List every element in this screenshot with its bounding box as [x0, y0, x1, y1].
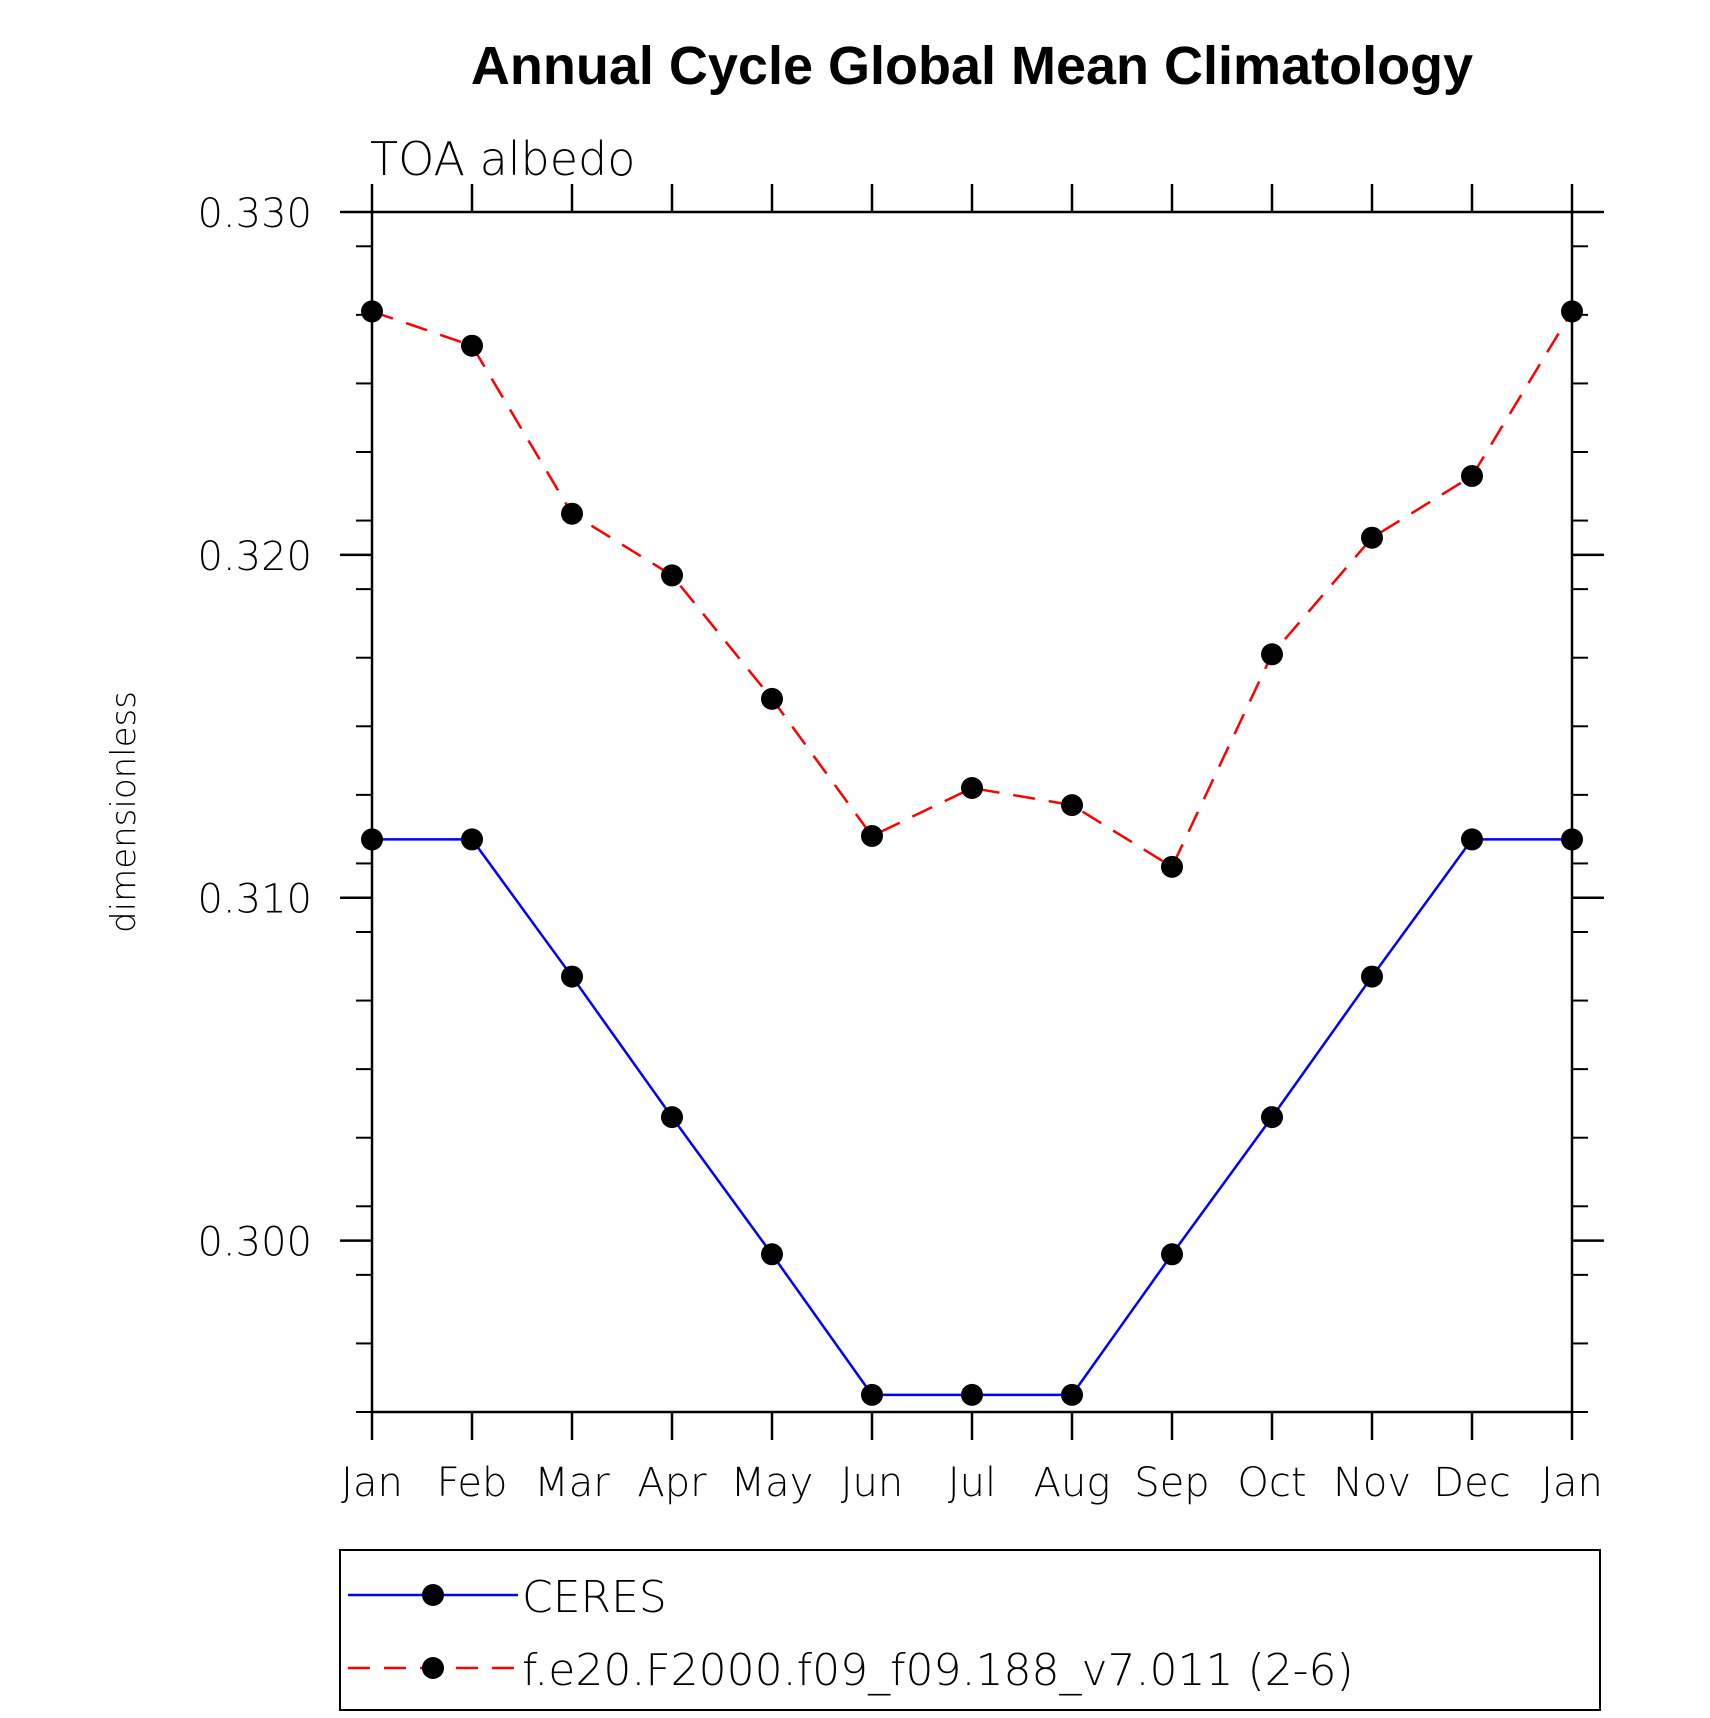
data-point: [1461, 465, 1483, 487]
legend-box: [339, 1549, 1601, 1711]
data-point: [961, 1383, 983, 1406]
y-tick-label: 0.330: [197, 191, 312, 237]
chart-subtitle: TOA albedo: [370, 132, 635, 186]
x-tick-label: Dec: [1433, 1460, 1510, 1506]
data-point: [1261, 1106, 1283, 1129]
data-point: [1361, 965, 1383, 988]
y-tick-label: 0.320: [197, 534, 312, 580]
y-tick-label: 0.310: [197, 877, 312, 923]
legend-label-ceres: CERES: [522, 1572, 667, 1623]
data-point: [461, 828, 483, 851]
y-tick-label: 0.300: [197, 1220, 312, 1266]
data-point: [961, 777, 983, 799]
legend-marker-model: [422, 1657, 444, 1679]
chart-title: Annual Cycle Global Mean Climatology: [471, 36, 1473, 96]
data-point: [561, 502, 583, 525]
data-point: [661, 1106, 683, 1129]
legend: CERES f.e20.F2000.f09_f09.188_v7.011 (2-…: [339, 1549, 1601, 1711]
x-tick-label: May: [731, 1460, 814, 1506]
x-tick-label: Mar: [534, 1460, 610, 1506]
legend-marker-ceres: [422, 1584, 444, 1606]
x-tick-label: Jul: [948, 1460, 996, 1506]
data-point: [561, 965, 583, 988]
data-point: [1461, 828, 1483, 851]
data-point: [361, 828, 383, 851]
x-tick-label: Apr: [637, 1460, 707, 1506]
data-point: [1061, 1383, 1083, 1406]
y-axis-label: dimensionless: [104, 691, 144, 933]
data-point: [861, 1383, 883, 1406]
x-tick-label: Jun: [841, 1460, 904, 1506]
data-point: [461, 334, 483, 357]
data-point: [761, 687, 783, 710]
data-point: [1061, 794, 1083, 817]
data-point: [1161, 1243, 1183, 1266]
data-point: [1561, 300, 1583, 323]
data-point: [1361, 526, 1383, 549]
data-point: [1161, 855, 1183, 878]
axis-ticks: Jan Feb Mar Apr May Jun Jul Aug Sep Oct Nov Dec Jan 0…: [197, 184, 1604, 1506]
data-point: [1261, 643, 1283, 666]
data-point: [761, 1243, 783, 1266]
legend-label-model: f.e20.F2000.f09_f09.188_v7.011 (2-6): [522, 1645, 1354, 1696]
x-tick-label: Feb: [437, 1460, 508, 1506]
series-line-0: [372, 838, 1572, 1397]
plot-frame: [370, 210, 1574, 1414]
data-point: [361, 300, 383, 323]
data-point: [661, 564, 683, 587]
x-tick-label: Jan: [1541, 1460, 1603, 1506]
series-layer: [361, 300, 1583, 1406]
x-tick-label: Sep: [1134, 1460, 1209, 1506]
data-point: [1561, 828, 1583, 851]
x-tick-label: Jan: [341, 1460, 403, 1506]
x-tick-label: Oct: [1237, 1460, 1306, 1506]
data-point: [861, 825, 883, 847]
x-tick-label: Aug: [1034, 1460, 1111, 1506]
x-tick-label: Nov: [1333, 1460, 1411, 1506]
